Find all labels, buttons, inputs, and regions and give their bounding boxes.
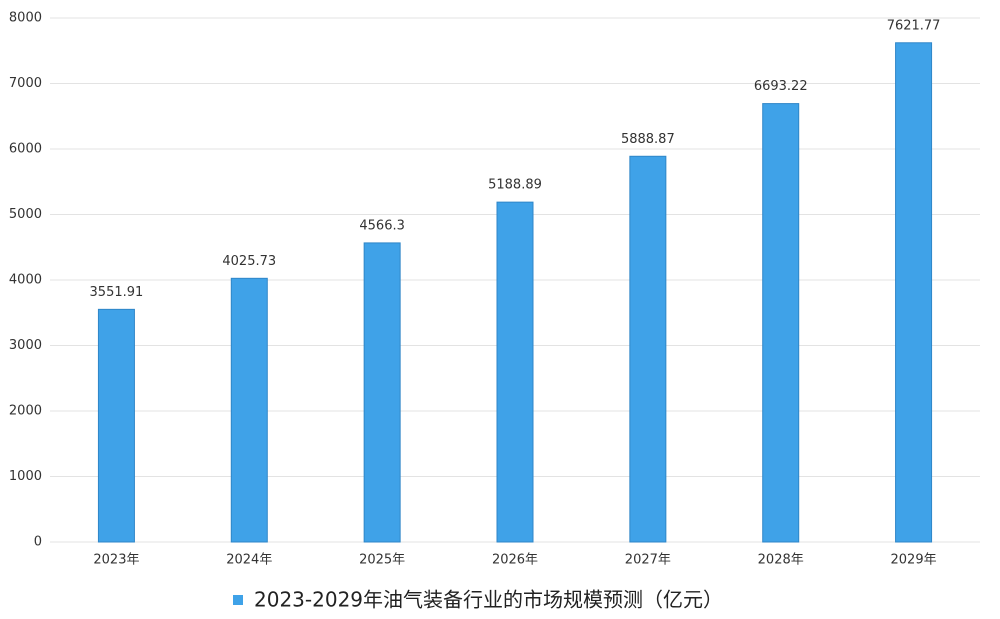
- y-tick-label: 3000: [9, 338, 42, 353]
- x-tick-label: 2027年: [625, 553, 671, 568]
- data-label: 4566.3: [359, 218, 405, 233]
- data-label: 5888.87: [621, 132, 675, 147]
- data-label: 4025.73: [222, 254, 276, 269]
- data-label: 5188.89: [488, 178, 542, 193]
- bar: [230, 277, 268, 543]
- y-tick-label: 5000: [9, 207, 42, 222]
- data-label: 6693.22: [754, 79, 808, 94]
- y-tick-label: 8000: [9, 11, 42, 26]
- legend-label: 2023-2029年油气装备行业的市场规模预测（亿元）: [254, 588, 723, 612]
- bar: [762, 103, 800, 543]
- x-tick-label: 2026年: [492, 553, 538, 568]
- y-tick-label: 0: [34, 535, 42, 550]
- legend-swatch: [233, 595, 243, 605]
- y-tick-label: 6000: [9, 142, 42, 157]
- bar: [363, 242, 401, 543]
- y-tick-label: 2000: [9, 404, 42, 419]
- bar: [629, 155, 667, 543]
- data-label: 7621.77: [887, 18, 941, 33]
- y-tick-label: 4000: [9, 273, 42, 288]
- bar: [97, 308, 135, 543]
- y-tick-label: 1000: [9, 469, 42, 484]
- x-tick-label: 2028年: [758, 553, 804, 568]
- y-tick-label: 7000: [9, 76, 42, 91]
- data-label: 3551.91: [90, 285, 144, 300]
- bar: [895, 42, 933, 543]
- x-tick-label: 2023年: [93, 553, 139, 568]
- x-tick-label: 2029年: [891, 553, 937, 568]
- x-tick-label: 2024年: [226, 553, 272, 568]
- x-tick-label: 2025年: [359, 553, 405, 568]
- bar: [496, 201, 534, 543]
